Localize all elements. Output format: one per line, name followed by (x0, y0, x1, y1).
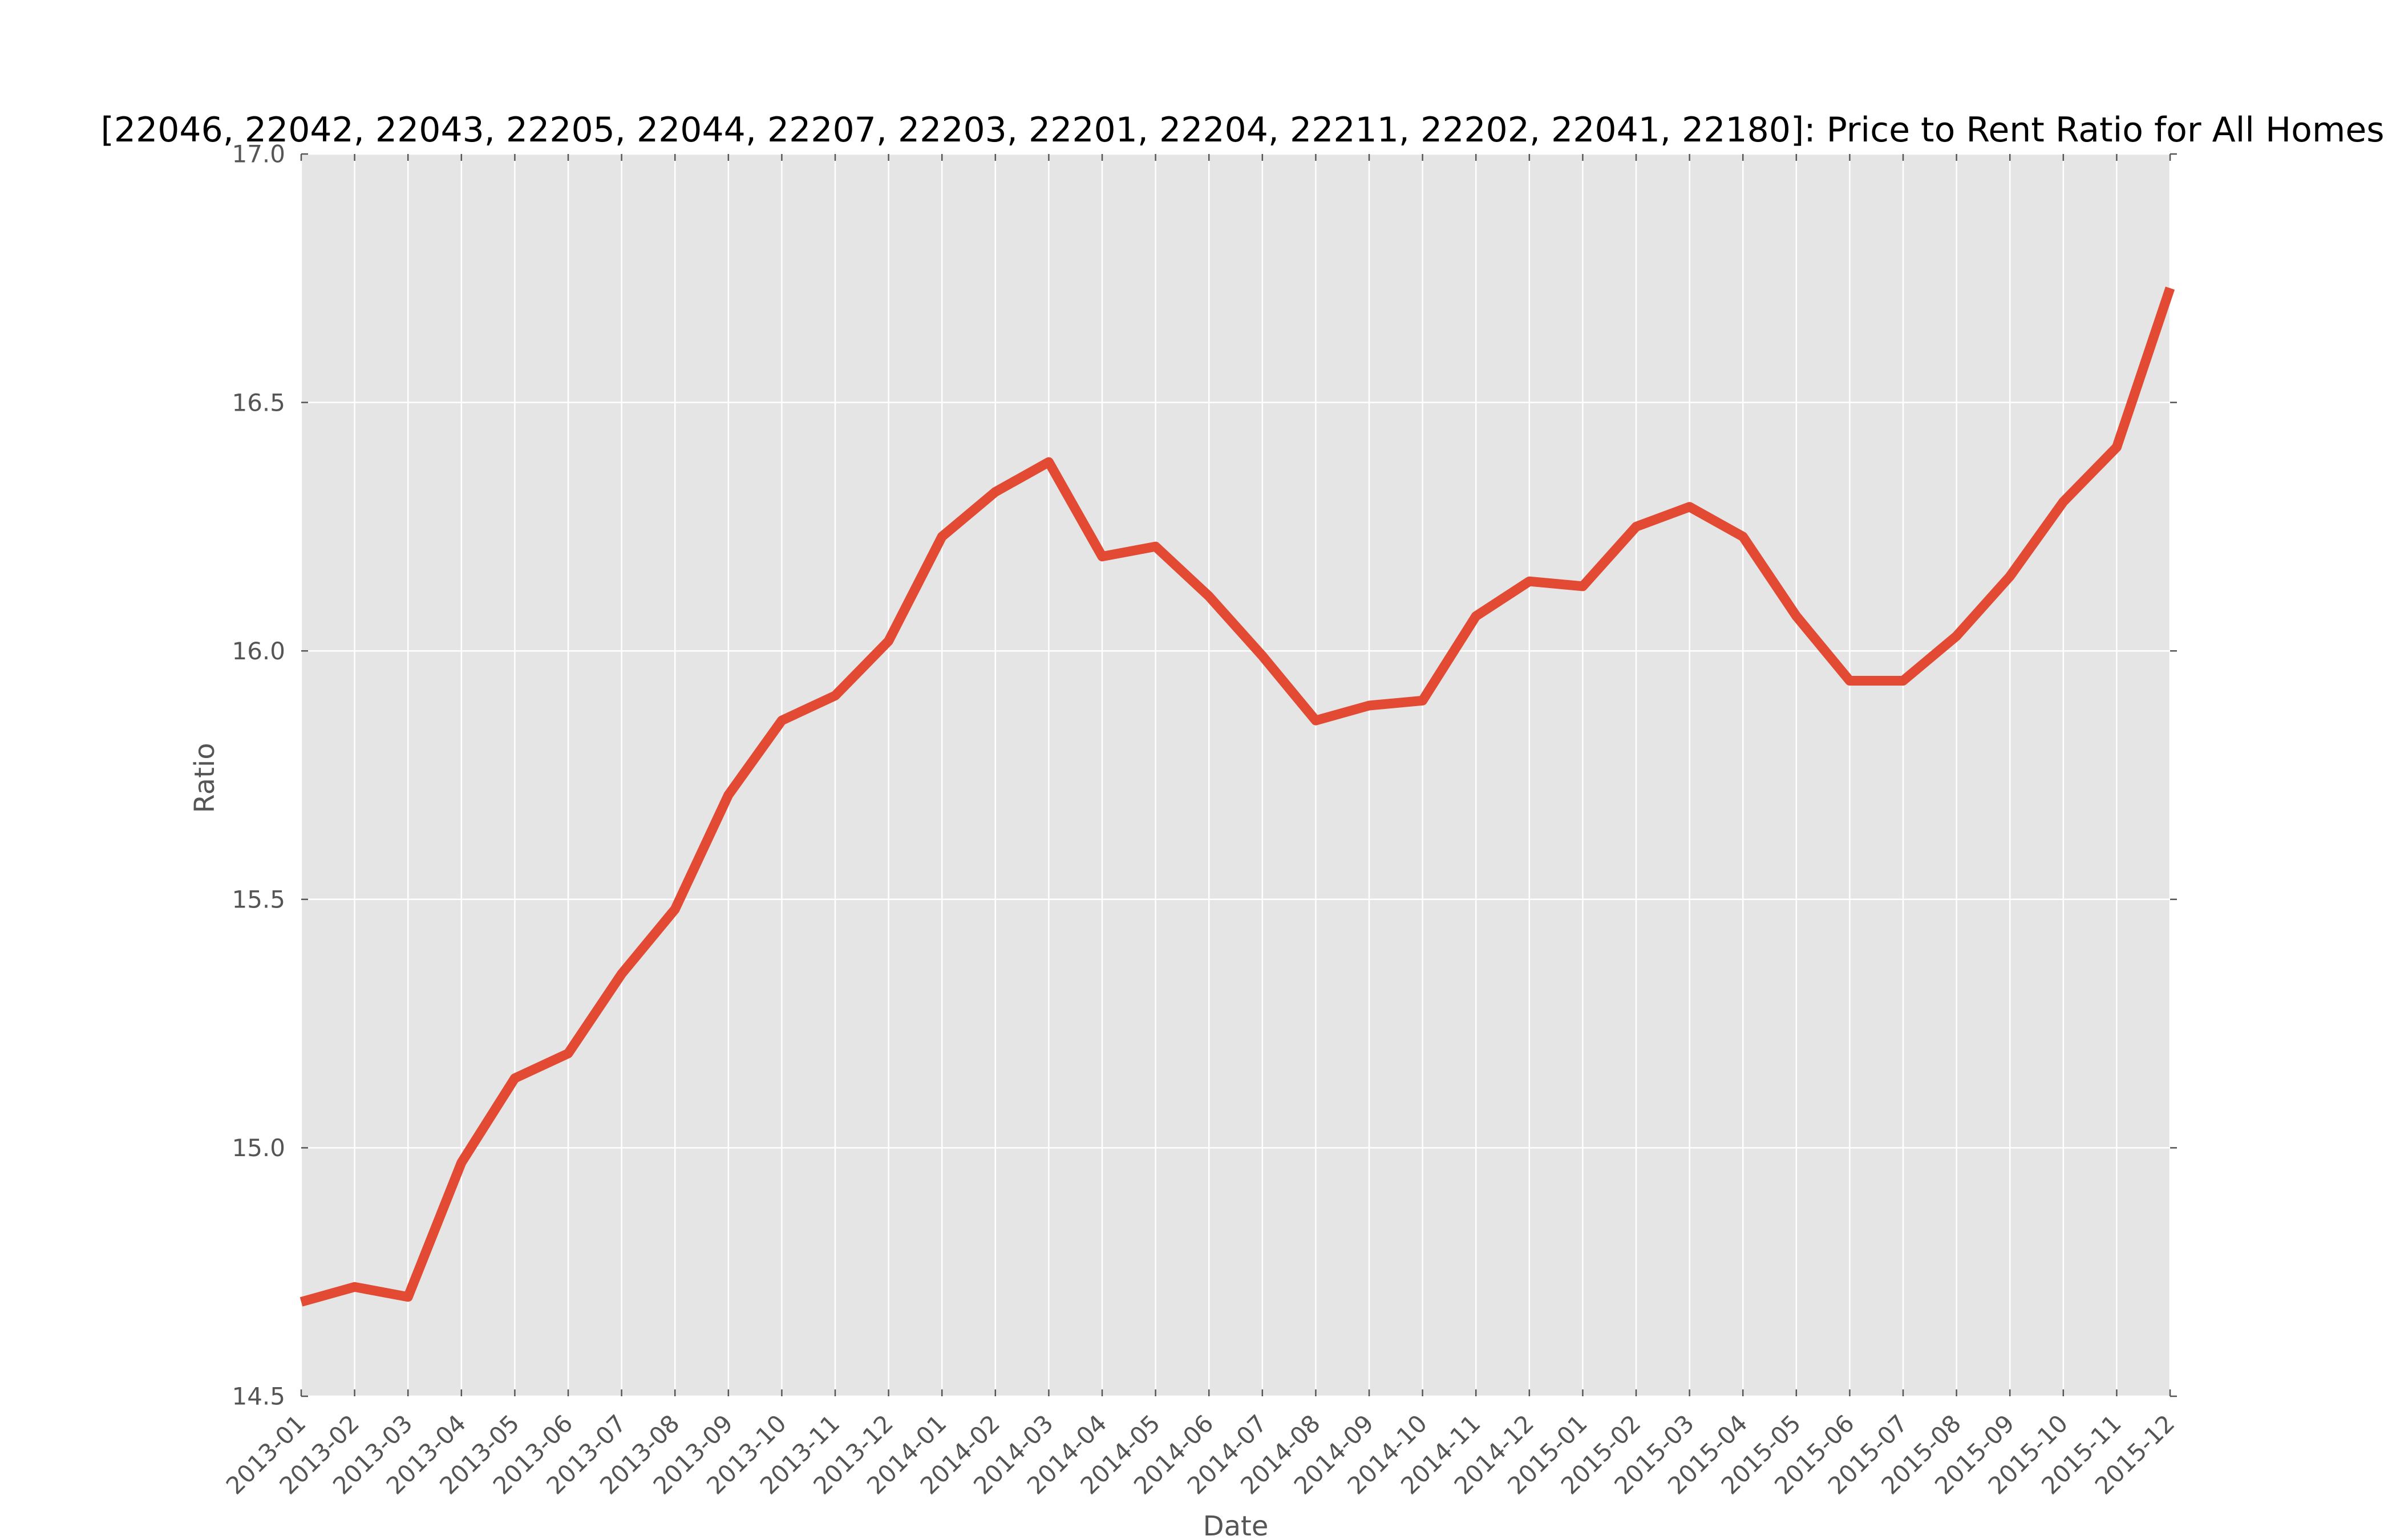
chart-title: [22046, 22042, 22043, 22205, 22044, 2220… (100, 110, 2384, 150)
y-tick-label: 17.0 (232, 140, 285, 168)
x-tick-labels: 2013-012013-022013-032013-042013-052013-… (221, 1409, 2180, 1500)
plot-background (301, 154, 2170, 1396)
y-tick-label: 16.5 (232, 388, 285, 416)
x-axis-label: Date (1203, 1510, 1269, 1540)
y-tick-label: 14.5 (232, 1383, 285, 1411)
grid-lines (300, 153, 2171, 1397)
y-tick-labels: 14.5 15.0 15.5 16.0 16.5 17.0 (232, 140, 285, 1411)
y-tick-label: 16.0 (232, 637, 285, 665)
series-line (300, 286, 2175, 1307)
y-tick-label: 15.0 (232, 1134, 285, 1162)
tick-marks (300, 153, 2177, 1397)
y-tick-label: 15.5 (232, 886, 285, 914)
y-axis-label: Ratio (189, 743, 221, 813)
